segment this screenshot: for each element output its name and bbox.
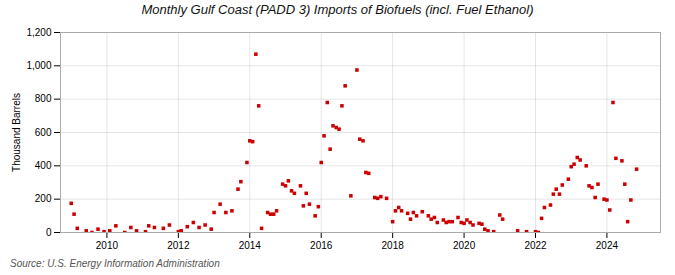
svg-text:2024: 2024 — [596, 240, 619, 251]
svg-text:2020: 2020 — [453, 240, 476, 251]
svg-text:200: 200 — [35, 193, 52, 204]
svg-text:2022: 2022 — [524, 240, 547, 251]
svg-text:2016: 2016 — [310, 240, 333, 251]
svg-text:1,200: 1,200 — [26, 27, 51, 38]
svg-text:800: 800 — [35, 93, 52, 104]
svg-text:2014: 2014 — [239, 240, 262, 251]
svg-text:400: 400 — [35, 160, 52, 171]
svg-text:2018: 2018 — [382, 240, 405, 251]
svg-text:0: 0 — [46, 227, 52, 238]
svg-text:Thousand Barrels: Thousand Barrels — [11, 93, 22, 172]
html-text:Monthly Gulf Coast (PADD 3) Im: Monthly Gulf Coast (PADD 3) Imports of B… — [141, 2, 534, 17]
svg-text:1,000: 1,000 — [26, 60, 51, 71]
html-text:Source: U.S. Energy Informatio: Source: U.S. Energy Information Administ… — [10, 258, 220, 269]
svg-text:600: 600 — [35, 127, 52, 138]
svg-text:2010: 2010 — [96, 240, 119, 251]
svg-text:2012: 2012 — [167, 240, 190, 251]
